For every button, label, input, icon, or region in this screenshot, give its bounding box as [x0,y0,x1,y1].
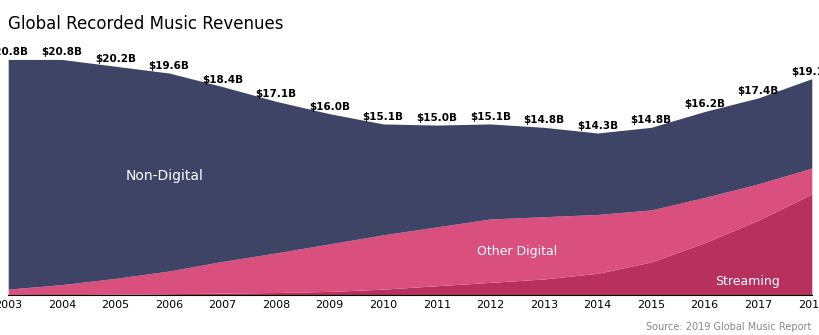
Text: $20.8B: $20.8B [41,47,82,57]
Text: $14.3B: $14.3B [577,121,618,131]
Text: $16.0B: $16.0B [309,102,350,112]
Text: $16.2B: $16.2B [683,99,724,110]
Text: $19.1B: $19.1B [790,67,819,77]
Text: $15.1B: $15.1B [362,112,403,122]
Text: Non-Digital: Non-Digital [126,169,204,183]
Text: $14.8B: $14.8B [630,115,671,125]
Text: Source: 2019 Global Music Report: Source: 2019 Global Music Report [645,322,811,332]
Text: $17.1B: $17.1B [256,89,296,99]
Text: $18.4B: $18.4B [201,75,242,84]
Text: Other Digital: Other Digital [477,245,557,258]
Text: $15.0B: $15.0B [416,113,457,123]
Text: $15.1B: $15.1B [469,112,510,122]
Text: $20.2B: $20.2B [95,54,136,64]
Text: $19.6B: $19.6B [148,61,189,71]
Text: $20.8B: $20.8B [0,47,29,57]
Text: Global Recorded Music Revenues: Global Recorded Music Revenues [8,15,283,33]
Text: $14.8B: $14.8B [523,115,563,125]
Text: Streaming: Streaming [714,275,779,288]
Text: $17.4B: $17.4B [737,86,778,96]
